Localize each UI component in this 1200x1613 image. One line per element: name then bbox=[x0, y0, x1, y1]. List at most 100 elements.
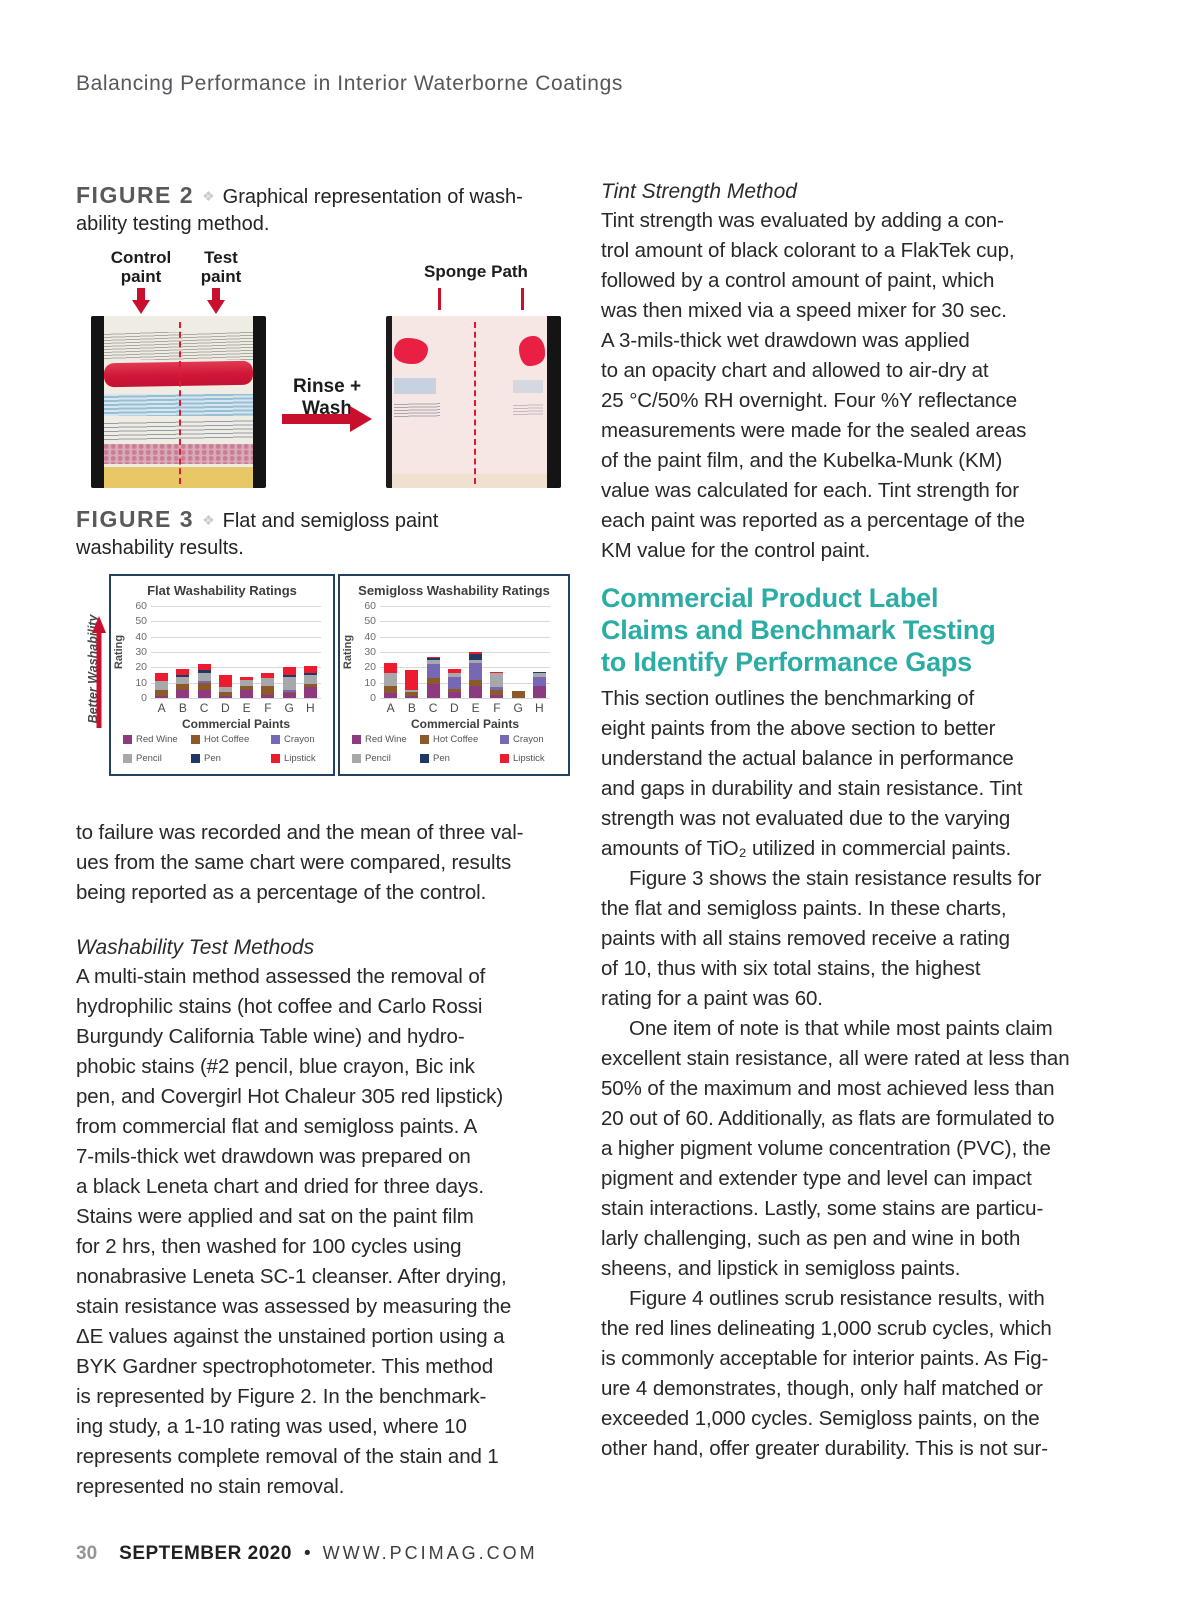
x-tick-label: B bbox=[178, 701, 187, 715]
bar-segment bbox=[426, 684, 440, 698]
bar-segment bbox=[240, 676, 254, 681]
washability-methods-heading: Washability Test Methods bbox=[76, 936, 315, 959]
bar-segment bbox=[197, 690, 211, 698]
stacked-bar-H bbox=[532, 671, 546, 698]
right-column: Tint Strength Method Tint strength was e… bbox=[601, 180, 1146, 1464]
gridline bbox=[380, 667, 550, 669]
running-header: Balancing Performance in Interior Waterb… bbox=[76, 72, 623, 95]
stacked-bar-F bbox=[261, 673, 275, 698]
bar-segment bbox=[197, 673, 211, 682]
before-wash-photo bbox=[91, 316, 266, 488]
figure3-label: FIGURE 3 bbox=[76, 506, 195, 532]
teal-section-heading: Commercial Product Label Claims and Benc… bbox=[601, 583, 996, 677]
bar-segment bbox=[426, 656, 440, 659]
legend-item: Crayon bbox=[271, 734, 327, 745]
x-tick-label: C bbox=[199, 701, 209, 715]
gridline bbox=[380, 682, 550, 684]
bar-segment bbox=[490, 690, 504, 695]
flat-washability-chart: Flat Washability Ratings Rating Commerci… bbox=[109, 574, 335, 776]
stacked-bar-G bbox=[511, 691, 525, 698]
x-tick-label: F bbox=[264, 701, 272, 715]
legend-item: Hot Coffee bbox=[191, 734, 271, 745]
bar-segment bbox=[426, 678, 440, 685]
stacked-bar-B bbox=[405, 670, 419, 698]
stacked-bar-C bbox=[426, 656, 440, 698]
stacked-bar-A bbox=[384, 662, 398, 698]
stacked-bar-D bbox=[218, 675, 232, 698]
footer-page-number: 30 bbox=[76, 1543, 98, 1564]
footer-website: WWW.PCIMAG.COM bbox=[322, 1543, 538, 1563]
bar-segment bbox=[469, 662, 483, 680]
legend-row: Pencil Pen Lipstick bbox=[123, 753, 327, 764]
bar-segment bbox=[303, 673, 317, 676]
stacked-bar-C bbox=[197, 664, 211, 698]
arrow-down-icon bbox=[132, 288, 150, 314]
gridline bbox=[151, 636, 321, 638]
bar-segment bbox=[261, 678, 275, 686]
gridline bbox=[151, 698, 321, 699]
legend-item: Red Wine bbox=[123, 734, 191, 745]
bar-segment bbox=[240, 680, 254, 686]
legend-swatch bbox=[191, 735, 200, 744]
bar-segment bbox=[240, 685, 254, 691]
bar-segment bbox=[155, 681, 169, 691]
y-tick-label: 40 bbox=[364, 630, 376, 643]
bar-segment bbox=[447, 673, 461, 677]
stacked-bar-A bbox=[155, 673, 169, 698]
card-edge bbox=[386, 316, 392, 488]
bar-segment bbox=[176, 690, 190, 698]
gridline bbox=[151, 606, 321, 607]
bar-segment bbox=[240, 690, 254, 698]
lipstick-residue-left bbox=[394, 338, 428, 364]
legend-row: Pencil Pen Lipstick bbox=[352, 753, 556, 764]
bar-segment bbox=[155, 673, 169, 682]
legend-row: Red Wine Hot Coffee Crayon bbox=[123, 734, 327, 745]
bar-segment bbox=[405, 696, 419, 698]
bar-segment bbox=[282, 693, 296, 698]
gridline bbox=[380, 606, 550, 607]
legend-label: Crayon bbox=[284, 734, 315, 745]
crayon-residue-left bbox=[394, 378, 436, 394]
x-tick-label: A bbox=[386, 701, 395, 715]
legend-label: Hot Coffee bbox=[433, 734, 479, 745]
bar-segment bbox=[426, 658, 440, 660]
bar-segment bbox=[176, 675, 190, 677]
arrow-up-icon bbox=[92, 616, 106, 728]
sponge-path-label: Sponge Path bbox=[424, 262, 528, 281]
y-tick-label: 0 bbox=[141, 692, 147, 704]
figure2-artwork: Control paint Test paint Sponge Path Rin… bbox=[76, 248, 586, 490]
card-edge bbox=[547, 316, 561, 488]
bar-segment bbox=[405, 690, 419, 692]
legend-item: Pencil bbox=[123, 753, 191, 764]
bar-segment bbox=[303, 675, 317, 685]
y-tick-label: 30 bbox=[364, 646, 376, 658]
legend-swatch bbox=[191, 754, 200, 763]
bar-segment bbox=[261, 685, 275, 695]
bar-segment bbox=[447, 691, 461, 698]
footer-issue: SEPTEMBER 2020 bbox=[119, 1543, 292, 1564]
bar-segment bbox=[176, 668, 190, 676]
bar-segment bbox=[384, 673, 398, 686]
legend-swatch bbox=[500, 735, 509, 744]
chart-title: Flat Washability Ratings bbox=[147, 583, 297, 598]
stacked-bar-E bbox=[240, 676, 254, 698]
bar-segment bbox=[261, 673, 275, 679]
diamond-icon: ❖ bbox=[202, 188, 215, 204]
bar-segment bbox=[303, 684, 317, 688]
gridline bbox=[151, 652, 321, 653]
bar-segment bbox=[176, 684, 190, 691]
left-column: FIGURE 2 ❖ Graphical representation of was… bbox=[76, 182, 586, 1502]
legend-item: Pen bbox=[191, 753, 271, 764]
after-wash-photo bbox=[386, 316, 561, 488]
bar-segment bbox=[469, 659, 483, 663]
x-tick-label: F bbox=[493, 701, 501, 715]
control-paint-label: Control paint bbox=[110, 248, 172, 286]
figure3-charts: Better Washability Flat Washability Rati… bbox=[76, 574, 586, 786]
bar-segment bbox=[303, 687, 317, 698]
x-tick-label: H bbox=[535, 701, 544, 715]
gridline bbox=[380, 636, 550, 638]
legend-label: Pen bbox=[433, 753, 450, 764]
legend-swatch bbox=[420, 754, 429, 763]
pen-residue-left bbox=[394, 402, 440, 418]
